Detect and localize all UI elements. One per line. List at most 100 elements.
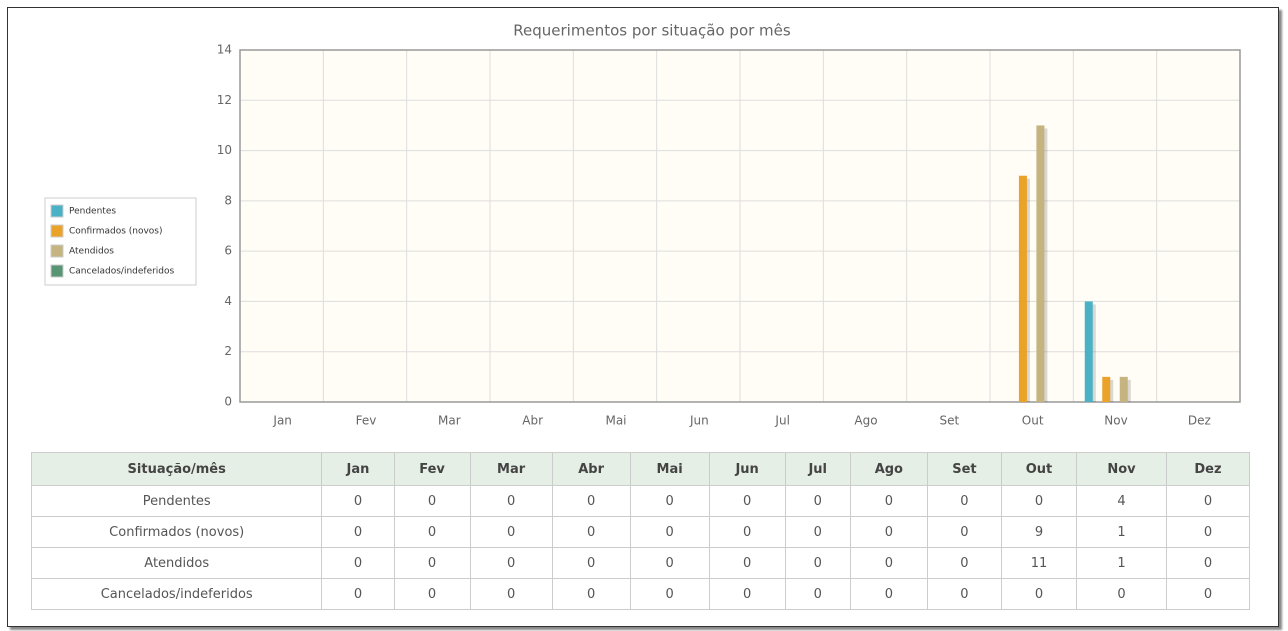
plot-border [239,49,1241,403]
cell: 0 [1000,578,1078,610]
cell: 1 [1076,516,1167,548]
x-tick-label: Mar [438,414,461,428]
row-label: Atendidos [30,547,323,579]
header-row: Situação/mês Jan Fev Mar Abr Mai Jun Jul Ago Set O… [30,452,1251,486]
header-cell: Jun [708,452,786,486]
header-cell: Situação/mês [30,452,323,486]
y-tick-label: 12 [217,93,232,107]
cell: 0 [629,516,710,548]
bar [1119,376,1128,402]
header-cell: Ago [849,452,928,486]
cell: 0 [784,578,851,610]
row-label: Pendentes [30,485,323,517]
cell: 0 [926,578,1002,610]
legend-swatch [50,264,64,278]
cell: 9 [1000,516,1078,548]
y-tick-label: 8 [224,193,232,207]
cell: 0 [784,485,851,517]
cell: 0 [1076,578,1167,610]
cell: 0 [551,578,631,610]
cell: 0 [849,578,928,610]
cell: 0 [849,547,928,579]
legend-label: Cancelados/indeferidos [69,267,175,277]
cell: 0 [551,516,631,548]
x-tick-label: Jun [689,414,709,428]
cell: 11 [1000,547,1078,579]
row-label: Confirmados (novos) [30,516,323,548]
header-cell: Out [1000,452,1078,486]
x-tick-label: Dez [1188,414,1211,428]
cell: 4 [1076,485,1167,517]
x-tick-label: Nov [1104,414,1127,428]
cell: 0 [469,516,553,548]
cell: 0 [469,547,553,579]
x-tick-label: Jul [774,414,789,428]
legend-label: Atendidos [69,247,114,257]
y-tick-label: 2 [224,344,232,358]
legend-swatch [50,204,64,218]
cell: 0 [629,547,710,579]
header-cell: Fev [393,452,471,486]
x-tick-label: Abr [522,414,543,428]
cell: 0 [321,516,395,548]
cell: 0 [393,485,471,517]
chart-title: Requerimentos por situação por mês [513,22,791,40]
cell: 0 [849,516,928,548]
cell: 0 [784,547,851,579]
x-tick-label: Mai [605,414,626,428]
y-tick-label: 6 [224,244,232,258]
table-row: Confirmados (novos) 0 0 0 0 0 0 0 0 0 9 1 0 [30,516,1251,548]
cell: 0 [393,516,471,548]
header-cell: Dez [1165,452,1251,486]
cell: 0 [708,516,786,548]
bar [1102,376,1111,402]
x-tick-label: Fev [356,414,377,428]
cell: 0 [551,485,631,517]
cell: 0 [551,547,631,579]
row-label: Cancelados/indeferidos [30,578,323,610]
cell: 0 [321,578,395,610]
y-tick-label: 14 [217,43,232,57]
cell: 0 [629,485,710,517]
cell: 0 [1165,485,1251,517]
chart: Requerimentos por situação por mês 0 2 4 6 8… [44,22,1241,428]
cell: 0 [849,485,928,517]
cell: 0 [1165,547,1251,579]
cell: 0 [784,516,851,548]
header-cell: Nov [1076,452,1167,486]
cell: 1 [1076,547,1167,579]
cell: 0 [926,485,1002,517]
cell: 0 [321,547,395,579]
header-cell: Mar [469,452,553,486]
header-cell: Jul [784,452,851,486]
cell: 0 [629,578,710,610]
cell: 0 [708,578,786,610]
table-row: Cancelados/indeferidos 0 0 0 0 0 0 0 0 0 0 0 0 [30,578,1251,610]
data-table: Situação/mês Jan Fev Mar Abr Mai Jun Jul Ago Set O… [30,452,1251,610]
header-cell: Jan [321,452,395,486]
x-tick-label: Out [1022,414,1044,428]
cell: 0 [393,578,471,610]
y-tick-label: 10 [217,143,232,157]
bar [1084,301,1093,402]
legend-label: Pendentes [69,207,116,217]
legend-swatch [50,244,64,258]
cell: 0 [393,547,471,579]
cell: 0 [926,547,1002,579]
legend-label: Confirmados (novos) [69,227,163,237]
table-row: Atendidos 0 0 0 0 0 0 0 0 0 11 1 0 [30,547,1251,579]
y-tick-label: 4 [224,294,232,308]
header-cell: Abr [551,452,631,486]
header-cell: Mai [629,452,710,486]
cell: 0 [1165,516,1251,548]
cell: 0 [708,547,786,579]
header-cell: Set [926,452,1002,486]
cell: 0 [926,516,1002,548]
x-tick-label: Set [939,414,959,428]
legend-box [44,197,197,286]
cell: 0 [708,485,786,517]
cell: 0 [1165,578,1251,610]
bar [1018,175,1027,402]
y-tick-label: 0 [224,395,232,409]
